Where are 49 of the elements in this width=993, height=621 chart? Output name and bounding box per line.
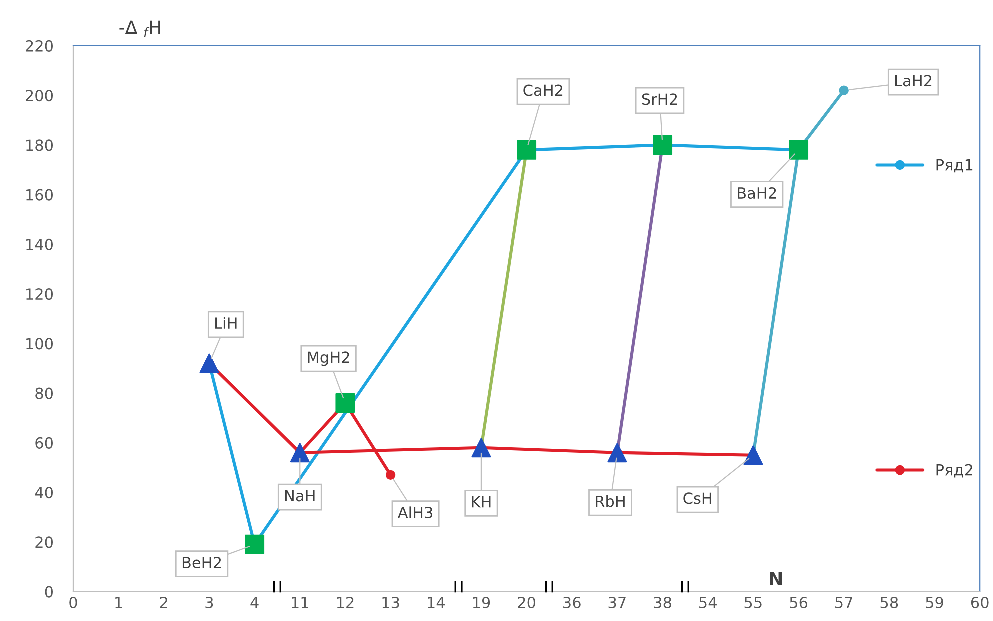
x-tick-label: 19 [473, 596, 490, 608]
x-tick-label: 3 [206, 596, 214, 608]
y-tick-label: 60 [36, 437, 54, 449]
legend-label: Ряд1 [936, 159, 973, 173]
x-tick-label: 4 [250, 597, 259, 608]
y-tick-label: 20 [36, 536, 54, 548]
x-tick-label: 55 [744, 597, 762, 608]
annotation: CsH [684, 492, 712, 504]
annotation: LaH2 [896, 75, 932, 87]
x-tick-label: 58 [880, 596, 898, 608]
y-tick-label: 180 [26, 140, 54, 152]
x-tick-label: 38 [654, 596, 672, 608]
x-tick-label: 60 [971, 596, 989, 608]
y-tick-label: 80 [36, 388, 54, 400]
x-tick-label: 11 [292, 597, 308, 608]
y-tick-label: 200 [26, 90, 54, 102]
y-tick-label: 120 [26, 288, 54, 300]
annotation: LiH [216, 317, 237, 329]
x-tick-label: 1 [116, 597, 122, 608]
x-tick-label: 59 [926, 596, 944, 608]
x-tick-label: 2 [160, 596, 168, 608]
x-tick-label: 12 [337, 596, 354, 608]
x-tick-label: 14 [428, 597, 445, 608]
y-tick-label: 0 [45, 586, 54, 598]
annotation: MgH2 [308, 352, 350, 366]
x-tick-label: 57 [836, 597, 853, 608]
x-tick-label: 13 [382, 596, 400, 608]
annotation: BeH2 [182, 556, 222, 569]
x-tick-label: 37 [608, 596, 626, 608]
y-tick-label: 40 [35, 487, 54, 499]
annotation: NaH [285, 490, 315, 502]
annotation: CaH2 [524, 84, 563, 96]
x-tick-label: 0 [70, 596, 78, 608]
x-tick-label: 20 [518, 596, 536, 608]
x-axis-title: N [770, 572, 782, 586]
y-tick-label: 160 [26, 189, 54, 201]
legend-label: Ряд2 [936, 464, 972, 478]
y-tick-label: 100 [26, 338, 54, 350]
y-tick-label: 140 [26, 238, 54, 250]
x-tick-label: 54 [700, 597, 717, 608]
annotation: SrH2 [642, 94, 678, 106]
annotation: BaH2 [738, 187, 776, 200]
y-tick-label: 220 [26, 40, 54, 52]
y-axis-title: -Δ $_{f}$H [120, 20, 160, 37]
annotation: KH [472, 496, 491, 508]
x-tick-label: 36 [564, 596, 581, 608]
annotation: AlH3 [398, 506, 433, 519]
x-tick-label: 56 [790, 596, 808, 608]
annotation: RbH [596, 495, 625, 508]
